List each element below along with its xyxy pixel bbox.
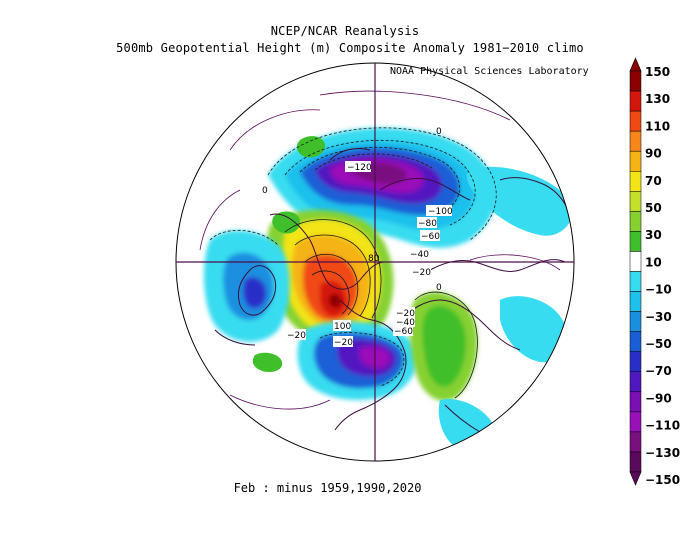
contour-label: 100: [334, 322, 351, 332]
contour-label: −60: [394, 327, 413, 337]
contour-labels: −120 −100 −80 −60 −40 −20 −20 0 0 0 −20 …: [262, 127, 453, 348]
colorbar-label: −150: [645, 473, 680, 487]
contour-label: 0: [436, 127, 442, 137]
chart-subtitle: 500mb Geopotential Height (m) Composite …: [116, 41, 584, 55]
contour-label: 0: [262, 186, 268, 196]
contour-label: −120: [347, 163, 372, 173]
coastlines: [214, 147, 571, 433]
contour-lines: [199, 90, 561, 410]
caption: Feb : minus 1959,1990,2020: [233, 481, 422, 495]
colorbar-swatch: [629, 271, 642, 292]
contour-label: −40: [410, 250, 429, 260]
colorbar-label: 10: [645, 255, 662, 269]
contour-label: −100: [428, 207, 453, 217]
colorbar-label: 130: [645, 92, 670, 106]
colorbar-swatch: [629, 171, 642, 192]
colorbar-label: 50: [645, 201, 662, 215]
colorbar-swatch: [629, 150, 642, 172]
colorbar-swatch: [629, 110, 642, 132]
colorbar-swatch: [629, 451, 642, 473]
colorbar-label: −10: [645, 283, 672, 297]
colorbar-label: 70: [645, 174, 662, 188]
positive-anomaly-northwest: [296, 136, 325, 158]
contour-label: −80: [418, 219, 437, 229]
colorbar-swatch: [629, 90, 642, 112]
colorbar-swatch: [629, 70, 642, 92]
negative-anomaly-east: [500, 296, 568, 363]
contour-label: 80: [368, 254, 380, 264]
credit-text: NOAA Physical Sciences Laboratory: [390, 66, 589, 77]
contour-label: −60: [421, 232, 440, 242]
contour-label: −20: [287, 331, 306, 341]
colorbar-label: 30: [645, 228, 662, 242]
colorbar-swatch: [629, 251, 642, 272]
colorbar-label: 110: [645, 119, 670, 133]
contour-label: −20: [396, 309, 415, 319]
negative-anomaly-west: [203, 230, 290, 342]
colorbar-swatch: [629, 291, 642, 312]
colorbar-swatch: [629, 331, 642, 352]
colorbar-label: −30: [645, 310, 672, 324]
colorbar-label: −90: [645, 391, 672, 405]
chart-title: NCEP/NCAR Reanalysis: [270, 24, 420, 38]
colorbar-swatch: [629, 211, 642, 232]
colorbar-label: −130: [645, 446, 680, 460]
contour-label: −40: [396, 318, 415, 328]
colorbar-swatch: [629, 391, 642, 413]
positive-anomaly-southwest: [252, 352, 283, 372]
colorbar-swatch: [629, 431, 642, 453]
positive-anomaly-west: [272, 211, 300, 234]
colorbar-arrow-bottom: [629, 471, 642, 486]
colorbar-swatch: [629, 231, 642, 252]
colorbar-swatch: [629, 311, 642, 332]
colorbar-arrow-top: [629, 57, 642, 72]
negative-anomaly-northeast: [466, 166, 573, 236]
colorbar-label: −110: [645, 419, 680, 433]
contour-label: 0: [436, 283, 442, 293]
positive-anomaly-southeast: [409, 292, 478, 402]
colorbar-swatch: [629, 371, 642, 393]
colorbar-label: −50: [645, 337, 672, 351]
colorbar-label: −70: [645, 364, 672, 378]
colorbar-swatch: [629, 191, 642, 212]
contour-label: −20: [412, 268, 431, 278]
colorbar-swatch: [629, 351, 642, 373]
contour-label: −20: [334, 338, 353, 348]
colorbar-swatch: [629, 411, 642, 433]
colorbar-label: 90: [645, 147, 662, 161]
colorbar-label: 150: [645, 65, 670, 79]
colorbar-swatch: [629, 130, 642, 152]
